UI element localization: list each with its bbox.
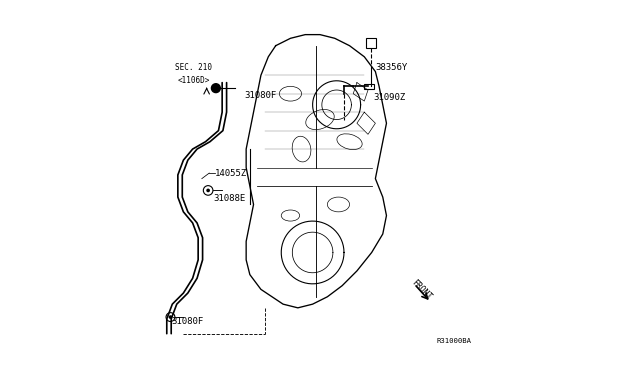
Bar <box>364 84 374 89</box>
Text: 31088E: 31088E <box>213 195 245 203</box>
Text: FRONT: FRONT <box>410 278 433 301</box>
Circle shape <box>211 84 220 93</box>
Text: R31000BA: R31000BA <box>436 338 472 344</box>
Circle shape <box>168 315 172 319</box>
Text: <1106D>: <1106D> <box>177 76 210 85</box>
Bar <box>366 38 376 48</box>
Circle shape <box>206 189 210 192</box>
Text: 31080F: 31080F <box>172 317 204 326</box>
Text: SEC. 210: SEC. 210 <box>175 63 212 72</box>
Text: 14055Z: 14055Z <box>215 169 247 177</box>
Text: 38356Y: 38356Y <box>376 63 408 72</box>
Text: 31080F: 31080F <box>244 91 276 100</box>
Text: 31090Z: 31090Z <box>374 93 406 102</box>
